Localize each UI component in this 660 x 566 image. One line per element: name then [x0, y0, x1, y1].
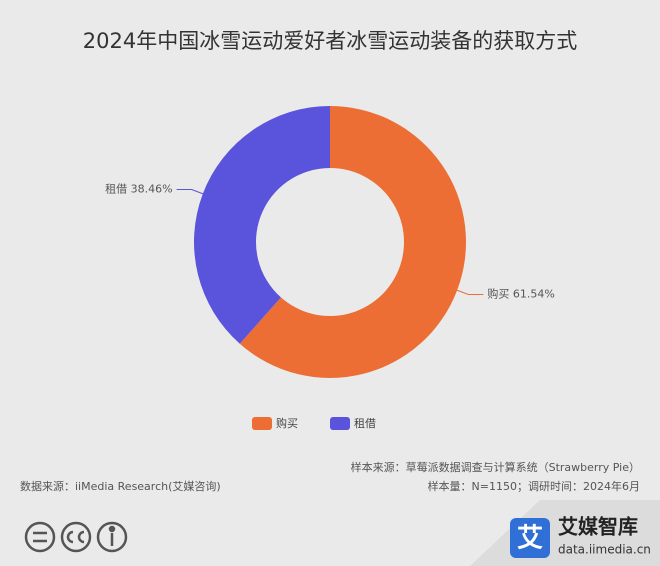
- data-label-value: 38.46%: [131, 183, 173, 196]
- logo-name: 艾媒智库: [558, 515, 638, 539]
- data-source: 数据来源：iiMedia Research(艾媒咨询): [20, 479, 221, 493]
- logo-icon-box: [510, 518, 550, 558]
- sample-info: 样本量：N=1150；调研时间：2024年6月: [428, 479, 640, 493]
- chart-title: 2024年中国冰雪运动爱好者冰雪运动装备的获取方式: [83, 29, 577, 53]
- leader-line: [456, 289, 484, 295]
- data-label: 购买 61.54%: [487, 286, 554, 300]
- logo-icon: 艾: [517, 524, 543, 554]
- legend-label: 购买: [276, 416, 298, 430]
- plot: 购买 61.54%租借 38.46%购买 租借: [105, 106, 555, 430]
- data-label: 租借 38.46%: [105, 183, 172, 196]
- license-icons: [24, 521, 128, 553]
- data-label-name: 购买: [487, 286, 509, 300]
- legend-swatch: [330, 417, 350, 430]
- logo-url: data.iimedia.cn: [558, 543, 651, 557]
- donut-slice: [194, 106, 330, 344]
- legend-swatch: [252, 417, 272, 430]
- leader-line: [176, 189, 204, 195]
- data-label-name: 租借: [105, 183, 127, 196]
- legend-label: 租借: [354, 417, 376, 430]
- donut-slice: [239, 106, 466, 378]
- sample-source: 样本来源：草莓派数据调查与计算系统（Strawberry Pie）: [351, 460, 640, 474]
- data-label-value: 61.54%: [513, 287, 555, 300]
